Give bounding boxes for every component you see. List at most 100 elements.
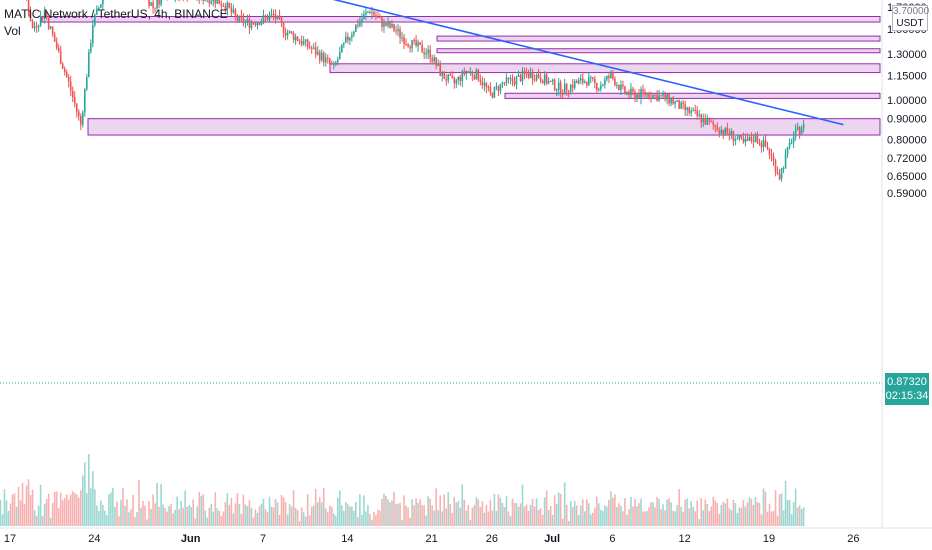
zone-7[interactable]	[504, 92, 881, 99]
candle-body[interactable]	[563, 83, 566, 95]
candle-body[interactable]	[527, 73, 530, 78]
candle-body[interactable]	[776, 171, 779, 174]
candle-body[interactable]	[682, 102, 684, 105]
candle-body[interactable]	[260, 21, 263, 25]
candle-body[interactable]	[240, 15, 243, 18]
candle-body[interactable]	[648, 92, 650, 98]
zone-6[interactable]	[329, 63, 881, 74]
price-axis-unit[interactable]: 3.70000 USDT	[892, 5, 929, 31]
candle-body[interactable]	[469, 71, 472, 73]
candle-body[interactable]	[228, 2, 231, 8]
candle-body[interactable]	[598, 89, 600, 91]
candle-body[interactable]	[214, 0, 217, 4]
candle-body[interactable]	[497, 86, 500, 92]
candle-body[interactable]	[664, 94, 666, 100]
candle-body[interactable]	[308, 46, 311, 49]
candle-body[interactable]	[626, 91, 628, 94]
candle-body[interactable]	[760, 143, 763, 147]
candle-body[interactable]	[306, 39, 309, 47]
candle-body[interactable]	[27, 0, 30, 13]
candle-body[interactable]	[485, 83, 488, 87]
candle-body[interactable]	[656, 94, 658, 101]
candle-body[interactable]	[457, 76, 460, 81]
candle-body[interactable]	[662, 94, 664, 96]
candle-body[interactable]	[324, 57, 327, 63]
candle-body[interactable]	[381, 17, 383, 27]
candle-body[interactable]	[284, 32, 287, 36]
candle-body[interactable]	[630, 88, 632, 95]
candle-body[interactable]	[802, 123, 805, 129]
candle-body[interactable]	[714, 125, 717, 127]
candle-body[interactable]	[33, 26, 36, 29]
candle-body[interactable]	[332, 63, 335, 65]
candle-body[interactable]	[39, 16, 42, 26]
candle-body[interactable]	[684, 104, 686, 111]
candle-body[interactable]	[798, 126, 801, 134]
candle-body[interactable]	[421, 44, 423, 53]
candle-body[interactable]	[732, 131, 735, 141]
candle-body[interactable]	[37, 25, 40, 28]
candle-body[interactable]	[579, 78, 582, 81]
candle-body[interactable]	[98, 7, 100, 9]
candle-body[interactable]	[768, 148, 771, 155]
candle-body[interactable]	[589, 77, 592, 79]
candle-body[interactable]	[800, 128, 803, 134]
candle-body[interactable]	[764, 140, 767, 147]
candle-body[interactable]	[316, 51, 319, 55]
candle-body[interactable]	[292, 33, 295, 41]
candle-body[interactable]	[55, 41, 58, 48]
candle-body[interactable]	[678, 100, 680, 109]
candle-body[interactable]	[431, 58, 433, 62]
candle-body[interactable]	[334, 62, 337, 64]
candle-body[interactable]	[302, 41, 305, 45]
candle-body[interactable]	[77, 111, 80, 117]
candle-body[interactable]	[507, 77, 510, 79]
candle-body[interactable]	[632, 88, 634, 92]
candle-body[interactable]	[658, 95, 660, 101]
candle-body[interactable]	[371, 12, 373, 14]
candle-body[interactable]	[276, 15, 279, 20]
candle-body[interactable]	[351, 34, 353, 38]
candle-body[interactable]	[208, 0, 211, 4]
candle-body[interactable]	[778, 173, 781, 180]
candle-body[interactable]	[220, 4, 223, 6]
candle-body[interactable]	[286, 32, 289, 36]
candle-body[interactable]	[573, 81, 576, 88]
candle-body[interactable]	[483, 83, 486, 86]
candle-body[interactable]	[455, 80, 458, 84]
candle-body[interactable]	[652, 94, 654, 99]
candle-body[interactable]	[314, 47, 317, 55]
candle-body[interactable]	[634, 91, 636, 100]
candle-body[interactable]	[718, 130, 721, 134]
candle-body[interactable]	[256, 22, 259, 26]
candle-body[interactable]	[513, 81, 516, 85]
candle-body[interactable]	[43, 11, 46, 19]
candle-body[interactable]	[266, 16, 269, 21]
candle-body[interactable]	[449, 74, 452, 76]
candle-body[interactable]	[575, 81, 578, 84]
candle-body[interactable]	[65, 72, 68, 78]
candle-body[interactable]	[744, 138, 747, 142]
candle-body[interactable]	[86, 77, 88, 90]
candle-body[interactable]	[339, 52, 341, 60]
candle-body[interactable]	[567, 91, 570, 93]
candle-body[interactable]	[49, 26, 52, 29]
candle-body[interactable]	[425, 53, 427, 55]
candle-body[interactable]	[349, 37, 351, 41]
candle-body[interactable]	[688, 107, 690, 114]
candle-body[interactable]	[495, 86, 498, 88]
candle-body[interactable]	[234, 9, 237, 16]
candle-body[interactable]	[254, 23, 257, 26]
candle-body[interactable]	[642, 89, 644, 92]
candle-body[interactable]	[318, 51, 321, 61]
candle-body[interactable]	[553, 79, 556, 91]
candle-body[interactable]	[252, 22, 255, 24]
candle-body[interactable]	[519, 75, 522, 82]
candle-body[interactable]	[766, 146, 769, 149]
candle-body[interactable]	[230, 7, 233, 13]
candle-body[interactable]	[602, 84, 604, 86]
candle-body[interactable]	[644, 91, 646, 95]
candle-body[interactable]	[620, 84, 622, 91]
candle-body[interactable]	[557, 82, 560, 90]
candle-body[interactable]	[596, 82, 598, 91]
